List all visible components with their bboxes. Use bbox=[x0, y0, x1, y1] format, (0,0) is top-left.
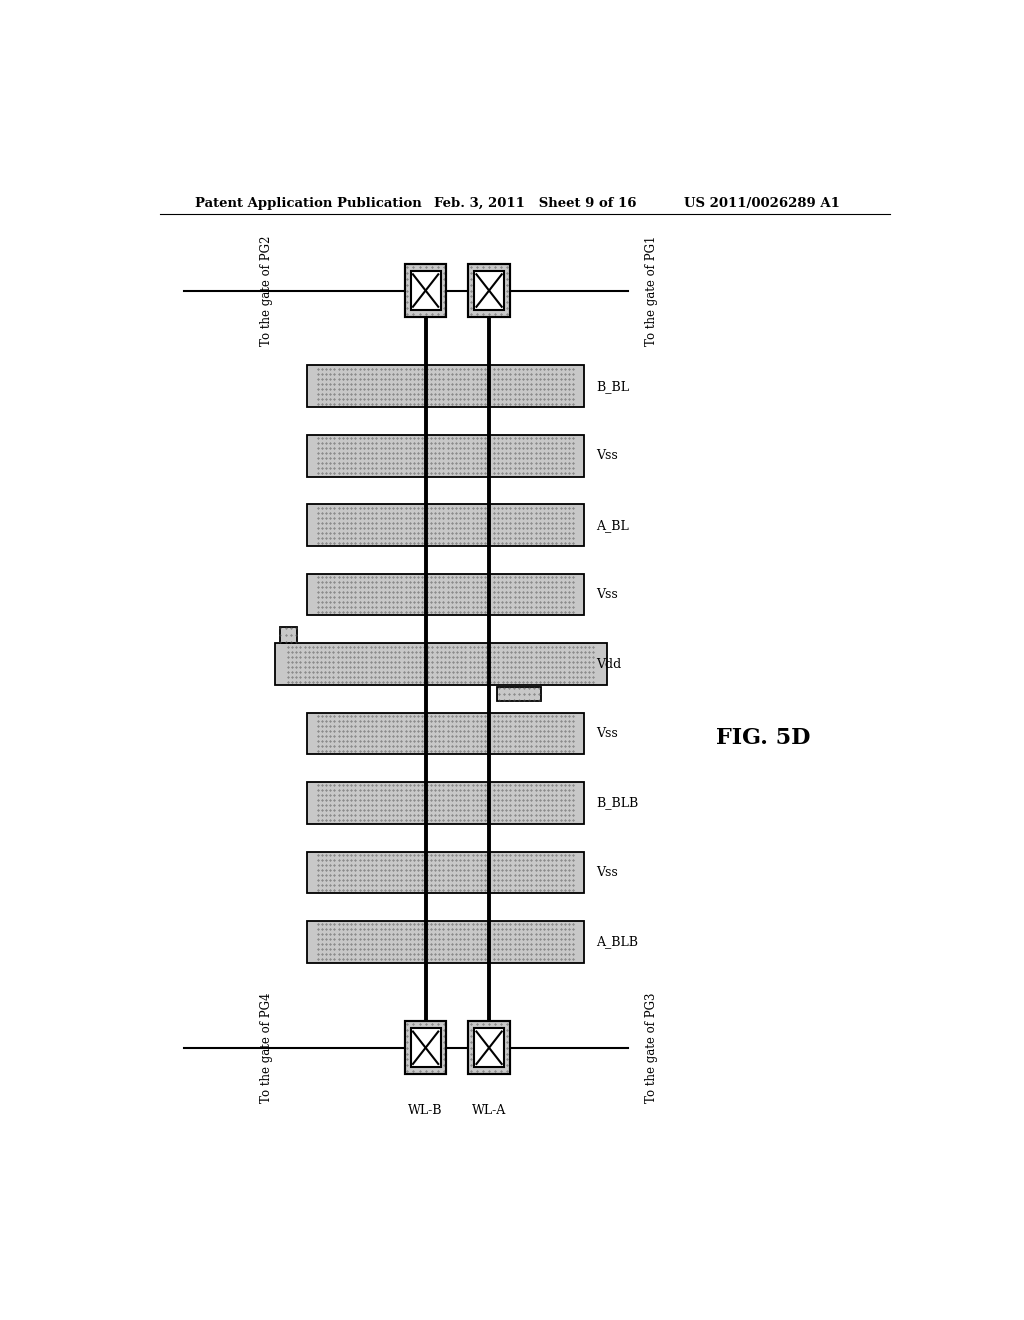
Bar bbox=[497, 688, 541, 701]
Bar bbox=[306, 851, 585, 894]
Bar bbox=[306, 713, 585, 754]
Text: B_BLB: B_BLB bbox=[596, 796, 639, 809]
Text: Vss: Vss bbox=[596, 727, 617, 741]
Text: To the gate of PG2: To the gate of PG2 bbox=[260, 235, 273, 346]
Bar bbox=[497, 688, 541, 701]
Bar bbox=[280, 627, 297, 643]
Bar bbox=[306, 921, 585, 962]
Bar bbox=[306, 713, 585, 754]
Bar bbox=[468, 264, 510, 317]
Text: A_BLB: A_BLB bbox=[596, 936, 638, 948]
Text: WL-A: WL-A bbox=[472, 1104, 506, 1117]
Bar bbox=[306, 851, 585, 894]
Bar bbox=[306, 366, 585, 407]
Bar bbox=[404, 1022, 446, 1074]
Text: US 2011/0026289 A1: US 2011/0026289 A1 bbox=[684, 197, 840, 210]
Bar bbox=[306, 574, 585, 615]
Bar bbox=[306, 504, 585, 546]
Text: Vss: Vss bbox=[596, 866, 617, 879]
Bar bbox=[274, 643, 606, 685]
Bar bbox=[404, 264, 446, 317]
Bar bbox=[404, 264, 446, 317]
Bar bbox=[306, 434, 585, 477]
Text: A_BL: A_BL bbox=[596, 519, 629, 532]
Bar bbox=[306, 574, 585, 615]
Bar bbox=[280, 627, 297, 643]
Bar bbox=[306, 504, 585, 546]
Text: B_BL: B_BL bbox=[596, 380, 629, 393]
Text: To the gate of PG1: To the gate of PG1 bbox=[645, 235, 658, 346]
Text: To the gate of PG3: To the gate of PG3 bbox=[645, 993, 658, 1104]
Bar bbox=[468, 1022, 510, 1074]
Text: FIG. 5D: FIG. 5D bbox=[716, 727, 810, 748]
Bar bbox=[468, 264, 510, 317]
Bar bbox=[306, 921, 585, 962]
Bar bbox=[306, 783, 585, 824]
Bar bbox=[411, 271, 440, 310]
Bar bbox=[306, 366, 585, 407]
Bar bbox=[474, 1028, 504, 1067]
Text: Vdd: Vdd bbox=[596, 657, 622, 671]
Text: To the gate of PG4: To the gate of PG4 bbox=[260, 993, 273, 1104]
Text: WL-B: WL-B bbox=[409, 1104, 442, 1117]
Text: Vss: Vss bbox=[596, 589, 617, 601]
Bar bbox=[306, 783, 585, 824]
Bar bbox=[411, 1028, 440, 1067]
Text: Feb. 3, 2011   Sheet 9 of 16: Feb. 3, 2011 Sheet 9 of 16 bbox=[433, 197, 636, 210]
Bar bbox=[274, 643, 606, 685]
Bar bbox=[474, 271, 504, 310]
Bar bbox=[468, 1022, 510, 1074]
Bar bbox=[306, 434, 585, 477]
Text: Patent Application Publication: Patent Application Publication bbox=[196, 197, 422, 210]
Bar bbox=[404, 1022, 446, 1074]
Text: Vss: Vss bbox=[596, 449, 617, 462]
